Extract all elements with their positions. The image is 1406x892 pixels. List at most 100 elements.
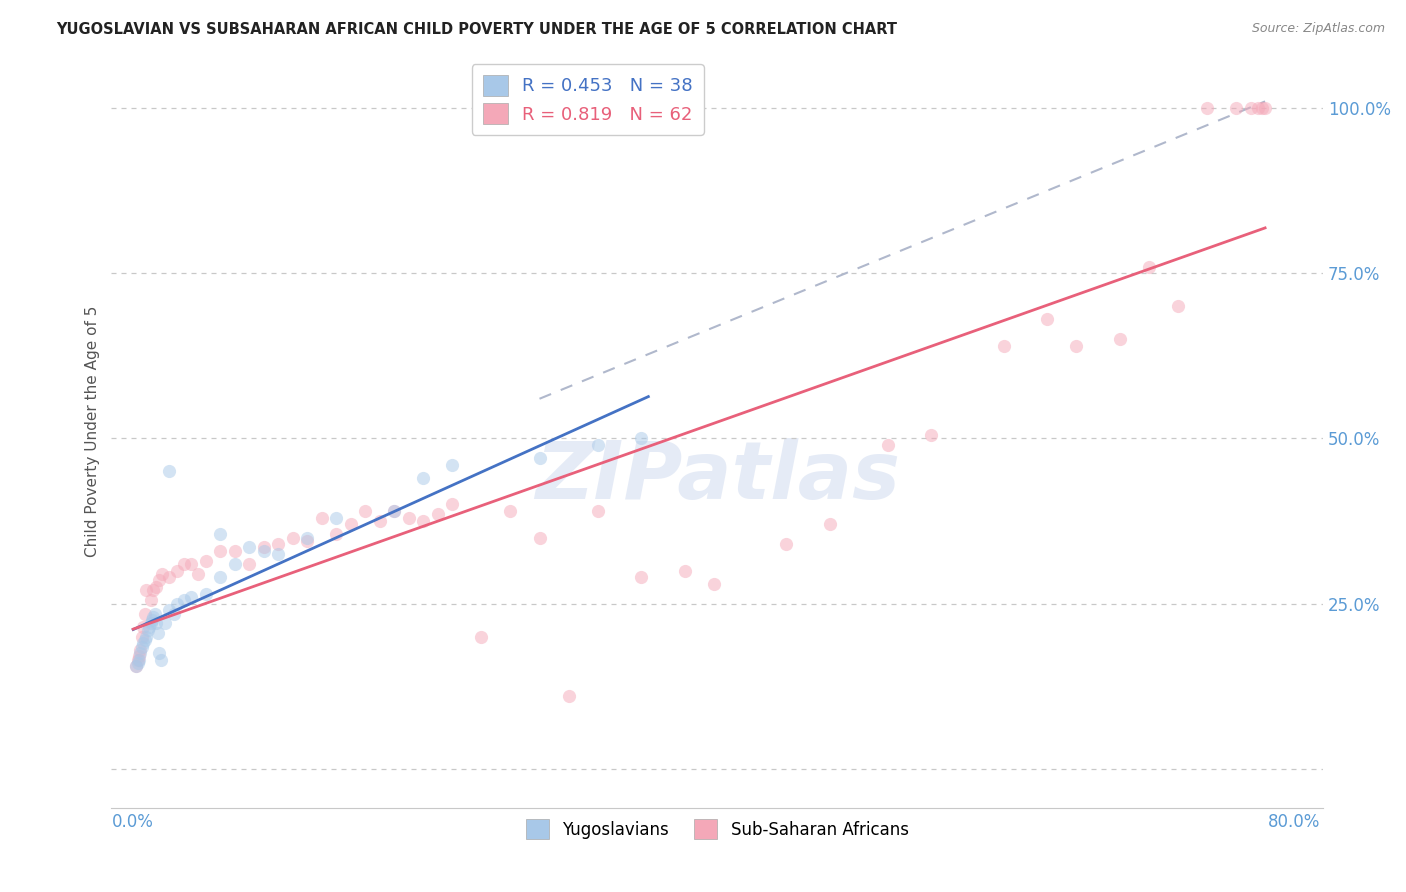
Point <box>132 620 155 634</box>
Point <box>194 554 217 568</box>
Point <box>1195 101 1218 115</box>
Point <box>876 438 898 452</box>
Point <box>412 471 434 485</box>
Point <box>146 626 169 640</box>
Point <box>209 570 232 584</box>
Point <box>586 438 609 452</box>
Point <box>238 557 260 571</box>
Point <box>368 514 391 528</box>
Point <box>818 517 841 532</box>
Point <box>1254 101 1277 115</box>
Point <box>159 465 181 479</box>
Point <box>1247 101 1270 115</box>
Point <box>1137 260 1160 274</box>
Point <box>128 649 150 664</box>
Point <box>267 547 290 561</box>
Point <box>1066 339 1088 353</box>
Point <box>441 498 464 512</box>
Point <box>180 590 202 604</box>
Point <box>166 597 188 611</box>
Point <box>412 514 434 528</box>
Point <box>253 543 276 558</box>
Point <box>129 646 152 660</box>
Point <box>426 508 449 522</box>
Point <box>125 659 148 673</box>
Point <box>125 659 148 673</box>
Point <box>148 646 170 660</box>
Point <box>173 593 195 607</box>
Point <box>131 640 153 654</box>
Point <box>135 630 157 644</box>
Point <box>297 533 319 548</box>
Point <box>134 632 156 647</box>
Point <box>149 653 172 667</box>
Point <box>153 616 176 631</box>
Point <box>340 517 363 532</box>
Point <box>139 616 162 631</box>
Point <box>1239 101 1261 115</box>
Point <box>209 543 232 558</box>
Point <box>129 643 152 657</box>
Point <box>224 557 246 571</box>
Point <box>470 630 492 644</box>
Point <box>703 576 725 591</box>
Point <box>142 609 165 624</box>
Point <box>586 504 609 518</box>
Point <box>325 510 347 524</box>
Point <box>398 510 420 524</box>
Point <box>325 527 347 541</box>
Point <box>920 428 942 442</box>
Point <box>159 570 181 584</box>
Point <box>238 541 260 555</box>
Point <box>131 630 153 644</box>
Text: YUGOSLAVIAN VS SUBSAHARAN AFRICAN CHILD POVERTY UNDER THE AGE OF 5 CORRELATION C: YUGOSLAVIAN VS SUBSAHARAN AFRICAN CHILD … <box>56 22 897 37</box>
Point <box>1251 101 1274 115</box>
Point <box>311 510 333 524</box>
Point <box>145 616 167 631</box>
Point <box>166 564 188 578</box>
Point <box>128 653 150 667</box>
Y-axis label: Child Poverty Under the Age of 5: Child Poverty Under the Age of 5 <box>86 306 100 558</box>
Point <box>194 587 217 601</box>
Point <box>141 613 163 627</box>
Point <box>138 620 160 634</box>
Point <box>127 656 149 670</box>
Point <box>187 566 209 581</box>
Point <box>1036 312 1059 326</box>
Point <box>267 537 290 551</box>
Point <box>209 527 232 541</box>
Point <box>1109 332 1132 346</box>
Point <box>673 564 696 578</box>
Point <box>993 339 1015 353</box>
Point <box>148 574 170 588</box>
Point <box>132 636 155 650</box>
Point <box>159 603 181 617</box>
Point <box>529 451 551 466</box>
Point <box>775 537 797 551</box>
Point <box>1225 101 1247 115</box>
Point <box>143 607 166 621</box>
Point <box>224 543 246 558</box>
Point <box>499 504 522 518</box>
Point <box>135 583 157 598</box>
Legend: Yugoslavians, Sub-Saharan Africans: Yugoslavians, Sub-Saharan Africans <box>519 813 915 846</box>
Point <box>1167 299 1189 313</box>
Point <box>630 431 652 445</box>
Point <box>142 583 165 598</box>
Point <box>150 566 173 581</box>
Point <box>173 557 195 571</box>
Point <box>384 504 406 518</box>
Point <box>134 607 156 621</box>
Text: Source: ZipAtlas.com: Source: ZipAtlas.com <box>1251 22 1385 36</box>
Point <box>354 504 377 518</box>
Point <box>127 653 149 667</box>
Point <box>163 607 186 621</box>
Point <box>441 458 464 472</box>
Point <box>384 504 406 518</box>
Point <box>145 580 167 594</box>
Point <box>630 570 652 584</box>
Point <box>136 623 159 637</box>
Point <box>139 593 162 607</box>
Point <box>253 541 276 555</box>
Point <box>297 531 319 545</box>
